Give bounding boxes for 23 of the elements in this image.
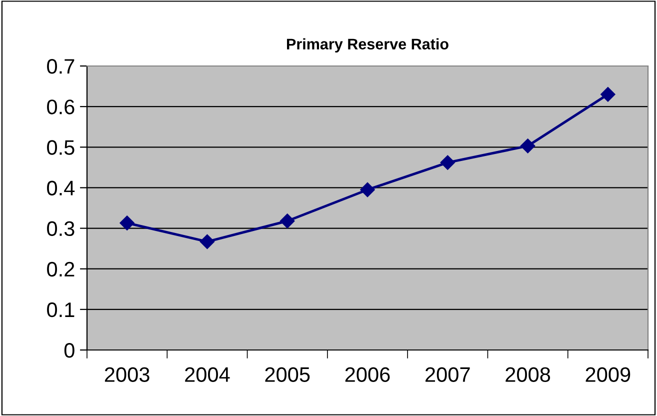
- y-tick-label: 0.4: [47, 180, 75, 196]
- x-tick-label: 2007: [426, 367, 470, 382]
- point: [120, 216, 134, 230]
- point: [280, 214, 295, 228]
- x-tick-label: 2008: [506, 367, 550, 382]
- x-tick-label: 2005: [265, 367, 310, 382]
- y-tick-label: 0: [64, 343, 74, 358]
- y-tick-label: 0.1: [47, 302, 74, 318]
- x-tick-label: 2003: [104, 367, 150, 382]
- y-tick-label: 0.2: [47, 262, 74, 277]
- point: [360, 182, 375, 198]
- x-tick-label: 2009: [586, 367, 630, 382]
- y-tick-label: 0.7: [47, 59, 74, 74]
- point: [520, 138, 536, 154]
- point: [200, 234, 215, 250]
- chart-title: Primary Reserve Ratio: [287, 38, 448, 53]
- y-tick-label: 0.3: [47, 221, 74, 236]
- y-tick-label: 0.5: [47, 140, 74, 155]
- y-tick-label: 0.6: [47, 100, 74, 114]
- point: [600, 87, 616, 102]
- x-tick-label: 2006: [345, 367, 390, 382]
- point: [440, 155, 456, 170]
- x-tick-label: 2004: [185, 367, 230, 382]
